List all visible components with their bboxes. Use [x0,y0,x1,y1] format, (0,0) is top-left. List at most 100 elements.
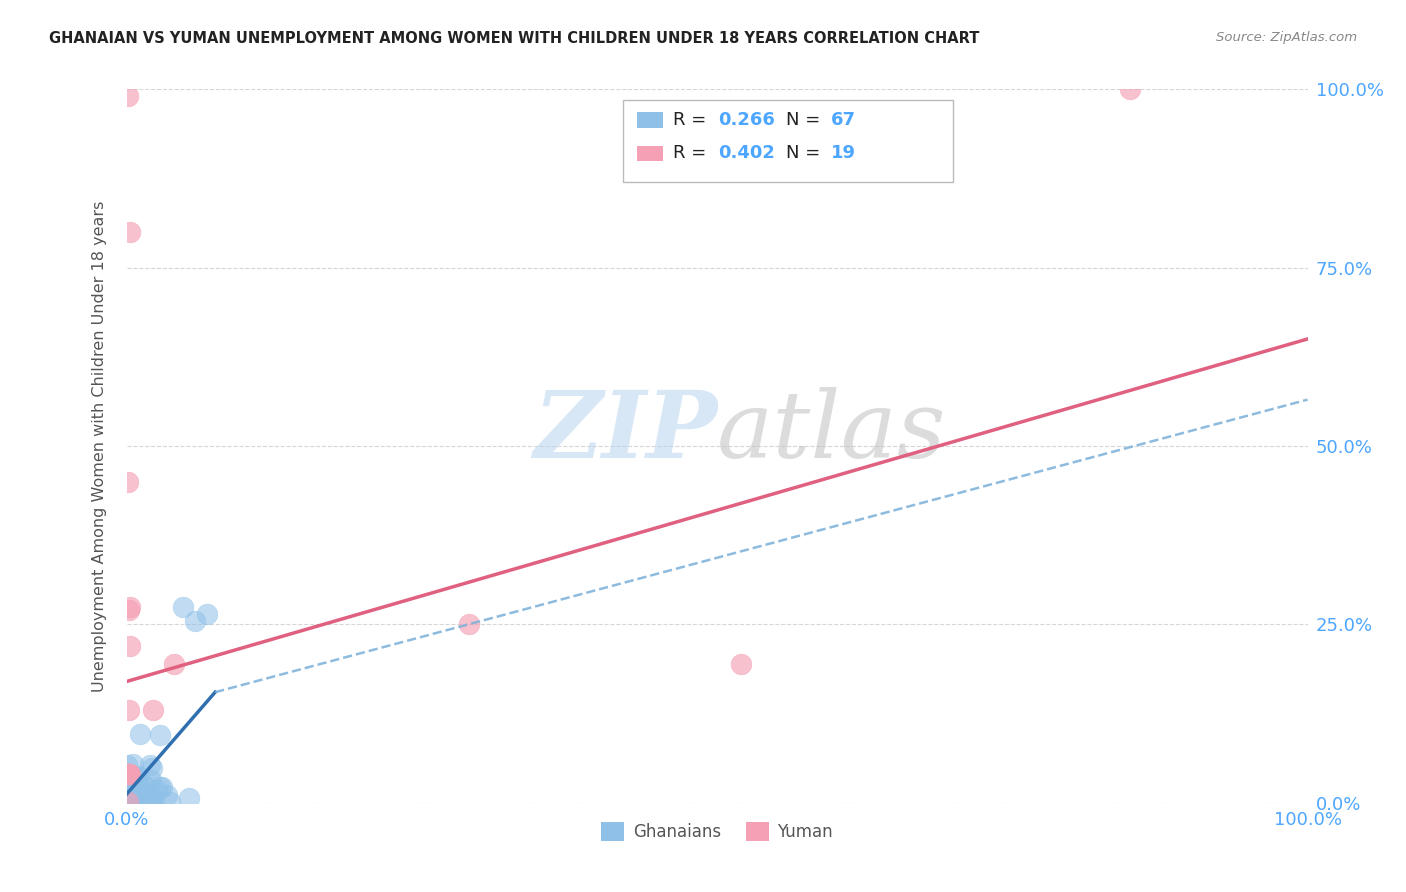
Point [118,792,141,806]
Point [117,789,139,803]
Point [135,789,157,804]
Point [177,791,200,805]
Point [125,789,148,803]
Text: R =: R = [673,145,713,162]
Point [115,788,138,802]
Point [143,795,166,809]
Point [134,779,156,793]
Point [148,780,170,794]
Point [118,795,141,809]
Point [172,599,194,614]
Point [117,795,139,809]
Point [118,795,141,809]
Point [120,767,142,781]
Point [730,657,752,671]
Point [118,767,141,781]
Point [129,786,152,800]
Point [121,789,143,804]
Point [132,788,155,802]
Point [184,614,207,628]
Point [117,767,139,781]
Point [458,617,481,632]
Text: 19: 19 [831,145,855,162]
Point [129,794,152,808]
Point [120,639,142,653]
Point [125,783,148,797]
Point [135,780,157,795]
Point [121,788,143,802]
Point [129,784,152,798]
Point [117,767,139,781]
Text: GHANAIAN VS YUMAN UNEMPLOYMENT AMONG WOMEN WITH CHILDREN UNDER 18 YEARS CORRELAT: GHANAIAN VS YUMAN UNEMPLOYMENT AMONG WOM… [49,31,980,46]
Point [118,793,141,807]
Point [156,788,179,802]
Point [128,784,150,798]
Point [150,780,173,794]
Point [134,790,156,805]
Point [115,758,138,772]
Point [120,772,142,786]
Point [117,778,139,792]
Point [122,789,145,804]
Point [120,225,142,239]
Point [149,728,172,742]
Point [141,703,163,717]
Point [146,783,169,797]
Point [139,794,162,808]
Point [136,795,159,809]
Point [127,793,149,807]
Point [163,657,186,671]
Y-axis label: Unemployment Among Women with Children Under 18 years: Unemployment Among Women with Children U… [93,201,107,691]
FancyBboxPatch shape [637,145,662,161]
Point [118,780,141,794]
Point [118,789,141,803]
Point [122,757,145,772]
Legend: Ghanaians, Yuman: Ghanaians, Yuman [595,815,839,848]
Point [117,789,139,803]
Point [120,769,142,783]
Text: N =: N = [786,145,825,162]
FancyBboxPatch shape [623,100,953,182]
Point [118,767,141,781]
Point [121,776,143,790]
Text: R =: R = [673,111,713,128]
Point [124,771,146,785]
Point [139,758,162,772]
Text: 67: 67 [831,111,855,128]
Point [128,792,150,806]
Text: atlas: atlas [717,387,946,476]
Point [129,785,152,799]
Point [115,795,138,809]
Point [135,786,157,800]
Point [118,603,141,617]
Point [131,790,153,805]
Point [124,780,146,795]
Point [159,795,181,809]
Point [121,782,143,797]
Text: ZIP: ZIP [533,387,717,476]
Text: N =: N = [786,111,825,128]
Point [120,599,142,614]
Point [127,769,149,783]
Point [122,795,145,809]
Point [141,794,163,808]
Point [117,767,139,781]
Text: 0.266: 0.266 [718,111,775,128]
Text: Source: ZipAtlas.com: Source: ZipAtlas.com [1216,31,1357,45]
Text: 0.402: 0.402 [718,145,775,162]
Point [131,795,153,809]
Point [125,789,148,804]
Point [138,789,160,803]
Point [120,783,142,797]
Point [139,773,162,788]
Point [121,785,143,799]
FancyBboxPatch shape [637,112,662,128]
Point [141,762,163,776]
Point [117,89,139,103]
Point [127,789,149,804]
Point [128,727,150,741]
Point [125,770,148,784]
Point [118,703,141,717]
Point [124,781,146,796]
Point [117,780,139,795]
